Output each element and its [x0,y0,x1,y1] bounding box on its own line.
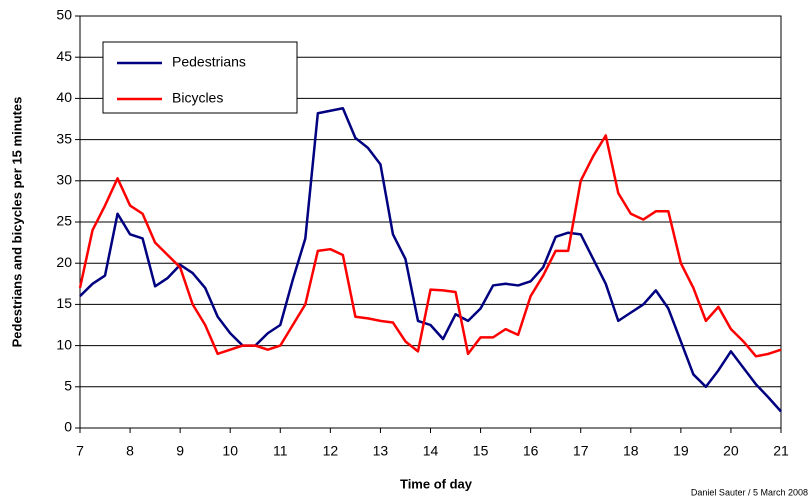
y-tick-label: 20 [56,254,72,270]
x-tick-label: 10 [222,443,238,459]
y-tick-label: 30 [56,172,72,188]
x-tick-label: 8 [126,443,134,459]
x-tick-label: 18 [623,443,639,459]
x-tick-label: 7 [76,443,84,459]
y-tick-label: 5 [64,378,72,394]
y-tick-label: 40 [56,89,72,105]
y-axis-label: Pedestrians and bicycles per 15 minutes [9,97,24,348]
y-tick-label: 10 [56,336,72,352]
y-tick-label: 45 [56,48,72,64]
y-tick-label: 25 [56,213,72,229]
x-tick-label: 17 [573,443,589,459]
plot-frame [79,15,782,429]
x-tick-label: 19 [673,443,689,459]
series-line [79,107,782,413]
series-line [78,134,782,358]
y-tick-label: 0 [64,419,72,435]
x-tick-label: 21 [773,443,789,459]
x-tick-label: 12 [323,443,339,459]
x-axis-label: Time of day [400,476,473,491]
x-tick-label: 20 [723,443,739,459]
legend-label: Bicycles [172,90,223,106]
y-tick-label: 35 [56,130,72,146]
credit: Daniel Sauter / 5 March 2008 [691,487,808,497]
x-tick-label: 14 [423,443,439,459]
legend-box [102,41,298,114]
x-tick-label: 16 [523,443,539,459]
y-tick-label: 15 [56,295,72,311]
x-tick-label: 13 [373,443,389,459]
x-tick-label: 9 [176,443,184,459]
x-tick-label: 11 [273,443,288,459]
x-tick-label: 15 [473,443,489,459]
legend-label: Pedestrians [172,54,246,70]
y-tick-label: 50 [56,7,72,23]
